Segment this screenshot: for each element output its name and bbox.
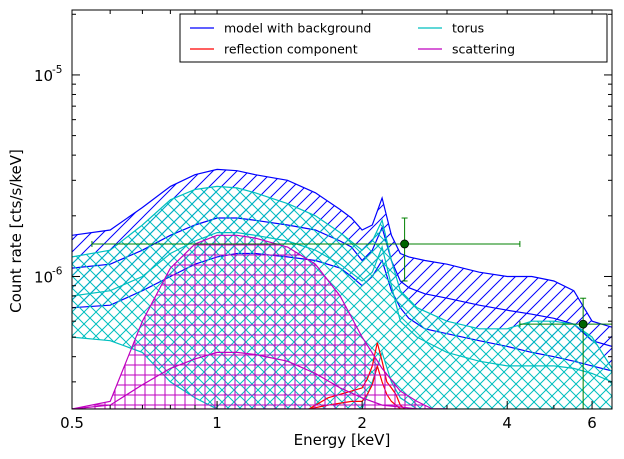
y-axis-label: Count rate [cts/s/keV] — [7, 149, 25, 313]
legend-label: scattering — [452, 42, 515, 57]
x-tick-label: 1 — [212, 414, 222, 432]
x-tick-label: 2 — [357, 414, 367, 432]
data-point — [519, 297, 612, 409]
x-axis-label: Energy [keV] — [294, 431, 391, 449]
legend: model with background torus reflection com… — [179, 13, 608, 63]
legend-label: torus — [452, 21, 484, 36]
y-tick-label: 10-6 — [34, 265, 63, 286]
x-tick-label: 0.5 — [60, 414, 84, 432]
data-point-marker — [400, 239, 410, 249]
svg-text:10: 10 — [34, 67, 53, 85]
model-with-background-upper-line — [72, 168, 612, 328]
scattering-upper-line — [72, 234, 447, 409]
legend-box — [179, 13, 608, 63]
axes-frame — [71, 9, 613, 410]
x-tick-label: 6 — [587, 414, 597, 432]
legend-item-reflection-component: reflection component — [190, 42, 358, 57]
legend-item-torus: torus — [418, 21, 484, 36]
scattering-band — [72, 235, 447, 409]
x-tick-label: 4 — [502, 414, 512, 432]
y-tick-label: 10-5 — [34, 64, 62, 85]
scattering-model-line — [72, 351, 447, 409]
data-point-marker — [578, 319, 588, 329]
legend-label: reflection component — [224, 42, 358, 57]
plot-area — [72, 168, 612, 409]
torus-upper-line — [72, 185, 612, 369]
legend-item-scattering: scattering — [418, 42, 515, 57]
tick-labels: 0.5 1 2 4 610-610-5 — [34, 64, 597, 432]
svg-text:-5: -5 — [52, 64, 62, 76]
svg-text:10: 10 — [34, 268, 53, 286]
legend-item-model-with-background: model with background — [190, 21, 371, 36]
data-point — [91, 217, 521, 282]
svg-text:-6: -6 — [52, 265, 63, 277]
torus-model-line — [72, 232, 612, 383]
legend-label: model with background — [224, 21, 371, 36]
